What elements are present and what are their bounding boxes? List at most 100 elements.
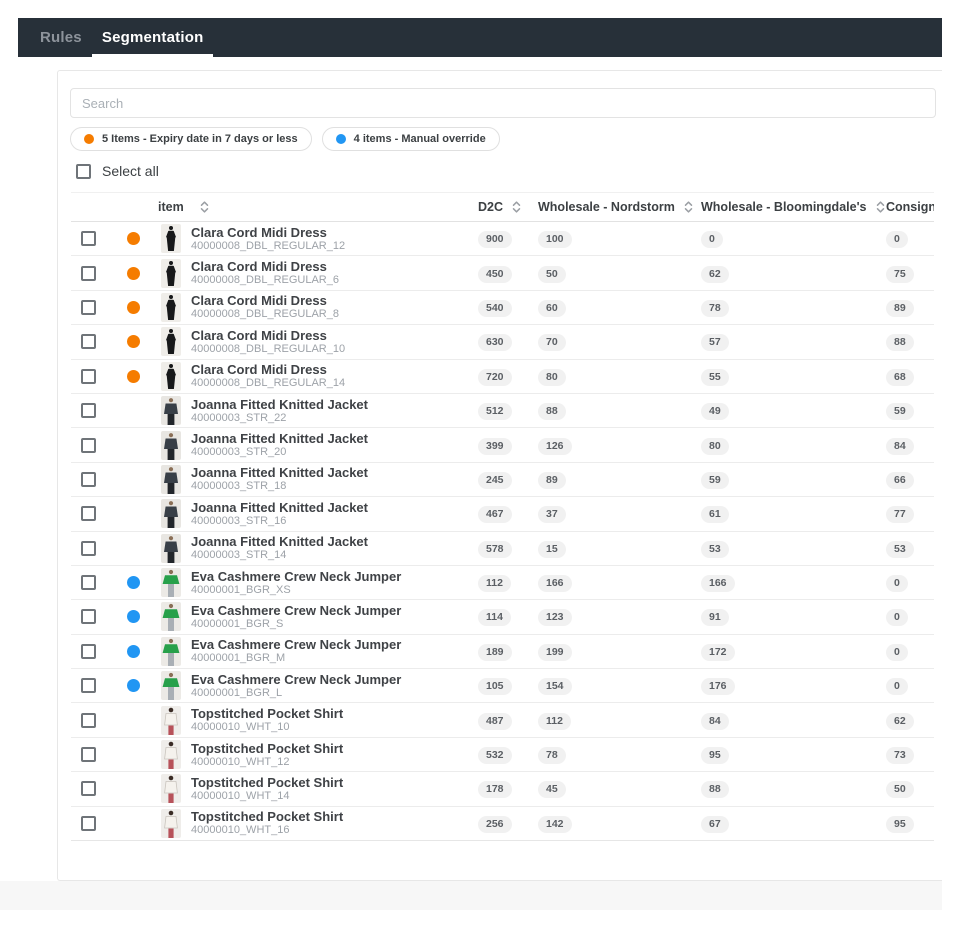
row-checkbox[interactable]	[81, 506, 96, 522]
dress-image	[161, 258, 181, 288]
product-thumbnail	[161, 430, 181, 460]
wholesale-nordstorm-value: 154	[538, 678, 572, 696]
item-sku: 40000010_WHT_10	[191, 721, 290, 734]
sort-icon[interactable]	[512, 201, 521, 213]
sort-icon[interactable]	[684, 201, 693, 213]
wholesale-bloomingdales-value: 0	[701, 231, 723, 249]
product-thumbnail	[161, 705, 181, 735]
d2c-value: 578	[478, 540, 512, 558]
tab-rules[interactable]: Rules	[40, 29, 82, 46]
item-name: Joanna Fitted Knitted Jacket	[191, 499, 368, 515]
status-dot-icon	[127, 266, 140, 280]
status-dot-icon	[127, 610, 140, 624]
dress-image	[161, 224, 181, 254]
filter-chip-expiry[interactable]: 5 Items - Expiry date in 7 days or less	[70, 127, 312, 151]
consignment-value: 88	[886, 334, 914, 352]
select-all: Select all	[76, 163, 942, 179]
item-sku: 40000008_DBL_REGULAR_10	[191, 342, 346, 355]
product-thumbnail	[161, 361, 181, 391]
product-thumbnail	[161, 671, 181, 701]
item-cell: Joanna Fitted Knitted Jacket 40000003_ST…	[191, 500, 478, 528]
item-cell: Eva Cashmere Crew Neck Jumper 40000001_B…	[191, 569, 478, 597]
row-checkbox[interactable]	[81, 712, 96, 728]
row-checkbox[interactable]	[81, 231, 96, 247]
row-checkbox[interactable]	[81, 403, 96, 419]
filter-chips: 5 Items - Expiry date in 7 days or less …	[70, 127, 942, 151]
product-thumbnail	[161, 224, 181, 254]
d2c-value: 720	[478, 368, 512, 386]
wholesale-nordstorm-value: 166	[538, 575, 572, 593]
item-sku: 40000001_BGR_S	[191, 617, 284, 630]
item-cell: Clara Cord Midi Dress 40000008_DBL_REGUL…	[191, 293, 478, 321]
d2c-value: 630	[478, 334, 512, 352]
wholesale-bloomingdales-value: 176	[701, 678, 735, 696]
d2c-value: 487	[478, 712, 512, 730]
item-name: Joanna Fitted Knitted Jacket	[191, 534, 368, 550]
sort-icon[interactable]	[200, 201, 209, 213]
row-checkbox[interactable]	[81, 609, 96, 625]
item-cell: Clara Cord Midi Dress 40000008_DBL_REGUL…	[191, 225, 478, 253]
column-header-wholesale-bloomingdales[interactable]: Wholesale - Bloomingdale's	[701, 200, 886, 214]
column-header-d2c[interactable]: D2C	[478, 200, 538, 214]
table-row: Joanna Fitted Knitted Jacket 40000003_ST…	[71, 428, 934, 463]
product-thumbnail	[161, 292, 181, 322]
row-checkbox[interactable]	[81, 747, 96, 763]
column-header-consignment[interactable]: Consignm	[886, 200, 934, 214]
table-row: Clara Cord Midi Dress 40000008_DBL_REGUL…	[71, 256, 934, 291]
item-sku: 40000001_BGR_L	[191, 686, 283, 699]
orange-dot-icon	[84, 134, 94, 144]
item-sku: 40000010_WHT_12	[191, 755, 290, 768]
search-input[interactable]	[70, 88, 936, 118]
wholesale-bloomingdales-value: 166	[701, 575, 735, 593]
consignment-value: 53	[886, 540, 914, 558]
d2c-value: 467	[478, 506, 512, 524]
item-name: Topstitched Pocket Shirt	[191, 740, 344, 756]
consignment-value: 75	[886, 265, 914, 283]
row-checkbox[interactable]	[81, 575, 96, 591]
wholesale-bloomingdales-value: 95	[701, 747, 729, 765]
item-sku: 40000003_STR_14	[191, 549, 287, 562]
d2c-value: 245	[478, 471, 512, 489]
item-sku: 40000008_DBL_REGULAR_6	[191, 274, 339, 287]
row-checkbox[interactable]	[81, 781, 96, 797]
select-all-checkbox[interactable]	[76, 163, 91, 179]
wholesale-bloomingdales-value: 55	[701, 368, 729, 386]
item-name: Joanna Fitted Knitted Jacket	[191, 465, 368, 481]
column-header-wholesale-nordstorm[interactable]: Wholesale - Nordstorm	[538, 200, 701, 214]
column-header-item[interactable]: item	[158, 200, 478, 214]
row-checkbox[interactable]	[81, 643, 96, 659]
product-thumbnail	[161, 464, 181, 494]
horizontal-scrollbar-track[interactable]	[0, 881, 942, 910]
jacket-image	[161, 499, 181, 529]
product-thumbnail	[161, 740, 181, 770]
tab-segmentation[interactable]: Segmentation	[91, 18, 213, 57]
item-cell: Eva Cashmere Crew Neck Jumper 40000001_B…	[191, 637, 478, 665]
row-checkbox[interactable]	[81, 368, 96, 384]
row-checkbox[interactable]	[81, 678, 96, 694]
status-dot-icon	[127, 576, 140, 590]
row-checkbox[interactable]	[81, 334, 96, 350]
filter-chip-label: 5 Items - Expiry date in 7 days or less	[102, 133, 298, 145]
row-checkbox[interactable]	[81, 815, 96, 831]
row-checkbox[interactable]	[81, 299, 96, 315]
item-name: Topstitched Pocket Shirt	[191, 706, 344, 722]
consignment-value: 73	[886, 747, 914, 765]
row-checkbox[interactable]	[81, 265, 96, 281]
row-checkbox[interactable]	[81, 437, 96, 453]
product-thumbnail	[161, 774, 181, 804]
row-checkbox[interactable]	[81, 540, 96, 556]
dress-image	[161, 327, 181, 357]
filter-chip-manual-override[interactable]: 4 items - Manual override	[321, 127, 500, 151]
item-name: Eva Cashmere Crew Neck Jumper	[191, 671, 402, 687]
sort-icon[interactable]	[876, 201, 885, 213]
item-sku: 40000001_BGR_XS	[191, 583, 291, 596]
row-checkbox[interactable]	[81, 471, 96, 487]
product-thumbnail	[161, 636, 181, 666]
item-cell: Topstitched Pocket Shirt 40000010_WHT_16	[191, 809, 478, 837]
product-thumbnail	[161, 808, 181, 838]
wholesale-nordstorm-value: 112	[538, 712, 571, 730]
item-cell: Joanna Fitted Knitted Jacket 40000003_ST…	[191, 534, 478, 562]
item-sku: 40000001_BGR_M	[191, 652, 286, 665]
wholesale-nordstorm-value: 70	[538, 334, 566, 352]
wholesale-bloomingdales-value: 61	[701, 506, 729, 524]
